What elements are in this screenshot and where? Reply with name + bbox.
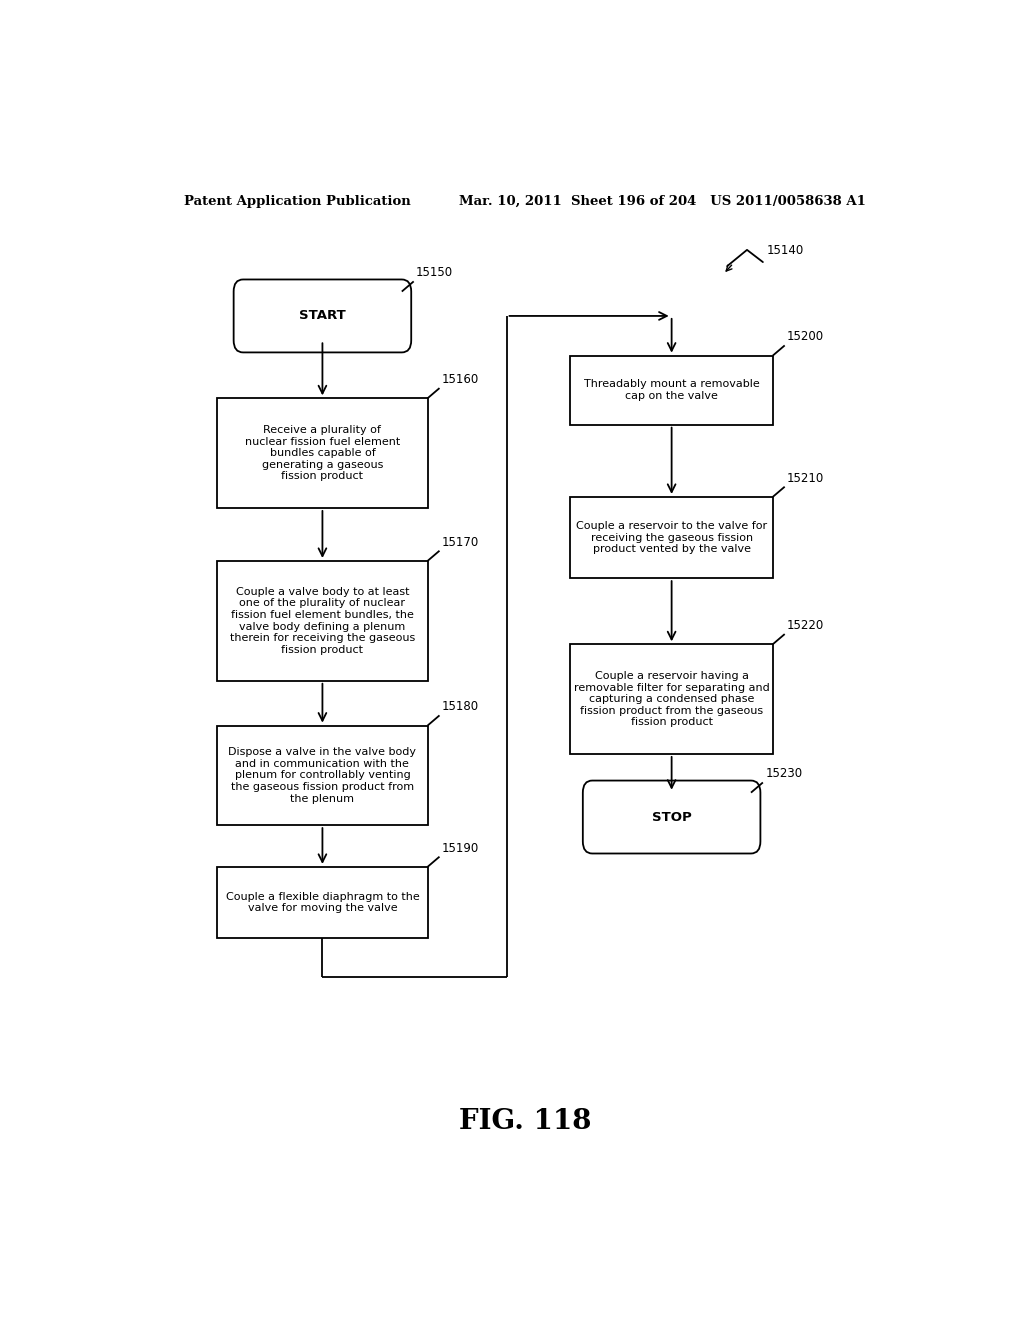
Text: Dispose a valve in the valve body
and in communication with the
plenum for contr: Dispose a valve in the valve body and in…	[228, 747, 417, 804]
Bar	[570, 496, 773, 578]
Text: 15160: 15160	[442, 374, 479, 385]
Text: 15140: 15140	[767, 244, 804, 257]
Text: 15230: 15230	[765, 767, 803, 780]
Bar	[217, 399, 428, 508]
Bar	[217, 726, 428, 825]
Bar	[217, 867, 428, 939]
Bar	[570, 355, 773, 425]
Bar	[570, 644, 773, 754]
FancyBboxPatch shape	[233, 280, 412, 352]
FancyBboxPatch shape	[583, 780, 761, 854]
Text: 15190: 15190	[442, 842, 479, 854]
Text: 15150: 15150	[416, 267, 454, 280]
Text: START: START	[299, 309, 346, 322]
Text: Couple a reservoir having a
removable filter for separating and
capturing a cond: Couple a reservoir having a removable fi…	[573, 671, 769, 727]
Text: 15170: 15170	[442, 536, 479, 549]
Text: 15220: 15220	[787, 619, 824, 632]
Text: Couple a flexible diaphragm to the
valve for moving the valve: Couple a flexible diaphragm to the valve…	[225, 891, 419, 913]
Text: Threadably mount a removable
cap on the valve: Threadably mount a removable cap on the …	[584, 379, 760, 401]
Text: Mar. 10, 2011  Sheet 196 of 204   US 2011/0058638 A1: Mar. 10, 2011 Sheet 196 of 204 US 2011/0…	[459, 194, 866, 207]
Text: Couple a reservoir to the valve for
receiving the gaseous fission
product vented: Couple a reservoir to the valve for rece…	[577, 521, 767, 554]
Bar	[217, 561, 428, 681]
Text: 15180: 15180	[442, 701, 479, 713]
Text: Couple a valve body to at least
one of the plurality of nuclear
fission fuel ele: Couple a valve body to at least one of t…	[229, 587, 415, 655]
Text: 15210: 15210	[787, 471, 824, 484]
Text: 15200: 15200	[787, 330, 824, 343]
Text: STOP: STOP	[651, 810, 691, 824]
Text: Patent Application Publication: Patent Application Publication	[183, 194, 411, 207]
Text: Receive a plurality of
nuclear fission fuel element
bundles capable of
generatin: Receive a plurality of nuclear fission f…	[245, 425, 400, 482]
Text: FIG. 118: FIG. 118	[459, 1109, 591, 1135]
